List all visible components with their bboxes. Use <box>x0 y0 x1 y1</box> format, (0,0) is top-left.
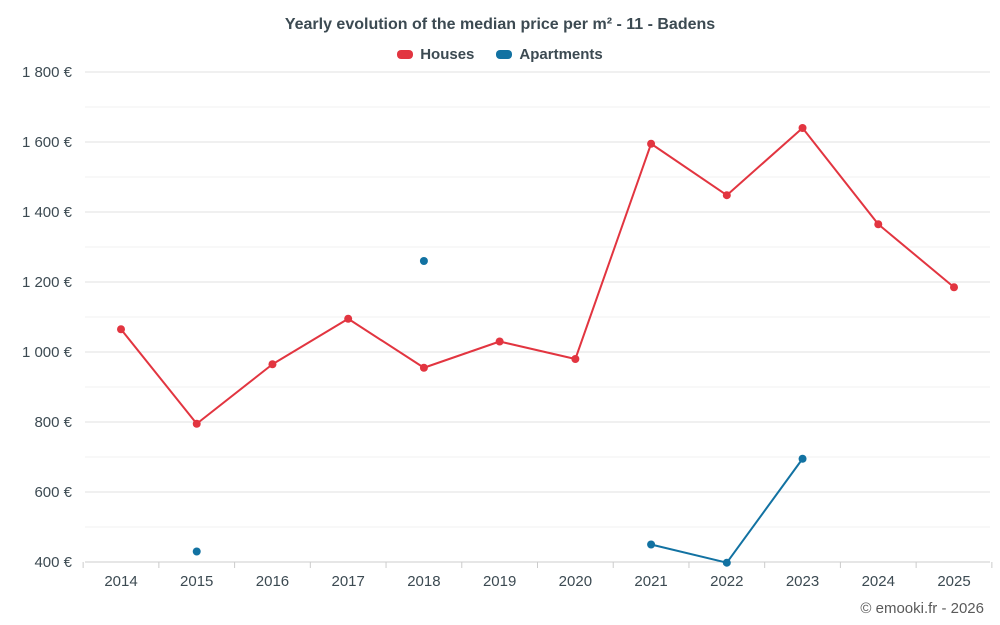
apartments-data-point[interactable] <box>647 540 656 549</box>
apartments-series-line <box>650 457 804 564</box>
y-axis-tick-label: 1 200 € <box>22 274 73 291</box>
y-axis-tick-label: 800 € <box>34 414 72 431</box>
legend-item-apartments[interactable]: Apartments <box>496 46 603 63</box>
x-axis-tick-label: 2021 <box>634 573 667 590</box>
apartments-data-point[interactable] <box>192 547 201 556</box>
houses-data-point[interactable] <box>268 360 277 369</box>
x-axis-tick-label: 2015 <box>180 573 213 590</box>
y-axis-tick-label: 1 400 € <box>22 204 73 221</box>
houses-data-point[interactable] <box>874 220 883 229</box>
y-axis-tick-label: 600 € <box>34 484 72 501</box>
x-axis-tick-label: 2020 <box>559 573 592 590</box>
houses-series-line <box>120 127 955 425</box>
x-axis-tick-label: 2014 <box>104 573 137 590</box>
apartments-series-swatch-icon <box>496 50 513 59</box>
x-axis-tick-label: 2018 <box>407 573 440 590</box>
houses-data-point[interactable] <box>192 419 201 428</box>
houses-data-point[interactable] <box>647 139 656 148</box>
x-axis-tick-label: 2016 <box>256 573 289 590</box>
houses-series-swatch-icon <box>397 50 414 59</box>
houses-data-point[interactable] <box>344 314 353 323</box>
houses-data-point[interactable] <box>571 355 580 363</box>
houses-data-point[interactable] <box>117 325 125 334</box>
apartments-data-point[interactable] <box>419 257 428 265</box>
apartments-data-point[interactable] <box>722 558 731 567</box>
legend-item-houses[interactable]: Houses <box>397 46 474 63</box>
x-axis-tick-label: 2024 <box>862 573 895 590</box>
x-axis-tick-label: 2022 <box>710 573 743 590</box>
x-axis-tick-label: 2019 <box>483 573 516 590</box>
y-axis-tick-label: 1 800 € <box>22 64 73 81</box>
houses-data-point[interactable] <box>950 283 958 292</box>
apartments-data-point[interactable] <box>798 454 807 463</box>
legend-label-apartments: Apartments <box>519 46 603 63</box>
houses-data-point[interactable] <box>798 124 807 132</box>
x-axis-tick-label: 2017 <box>331 573 364 590</box>
y-axis-tick-label: 400 € <box>34 554 72 571</box>
houses-data-point[interactable] <box>495 337 504 346</box>
x-axis-tick-label: 2023 <box>786 573 819 590</box>
x-axis-tick-label: 2025 <box>937 573 970 590</box>
chart-legend: Houses Apartments <box>0 46 1000 63</box>
chart-title: Yearly evolution of the median price per… <box>284 16 716 33</box>
houses-data-point[interactable] <box>722 191 731 200</box>
copyright-credit: © emooki.fr - 2026 <box>860 600 984 617</box>
legend-label-houses: Houses <box>420 46 475 63</box>
houses-data-point[interactable] <box>419 363 428 372</box>
y-axis-tick-label: 1 000 € <box>22 344 73 361</box>
y-axis-tick-label: 1 600 € <box>22 134 73 151</box>
